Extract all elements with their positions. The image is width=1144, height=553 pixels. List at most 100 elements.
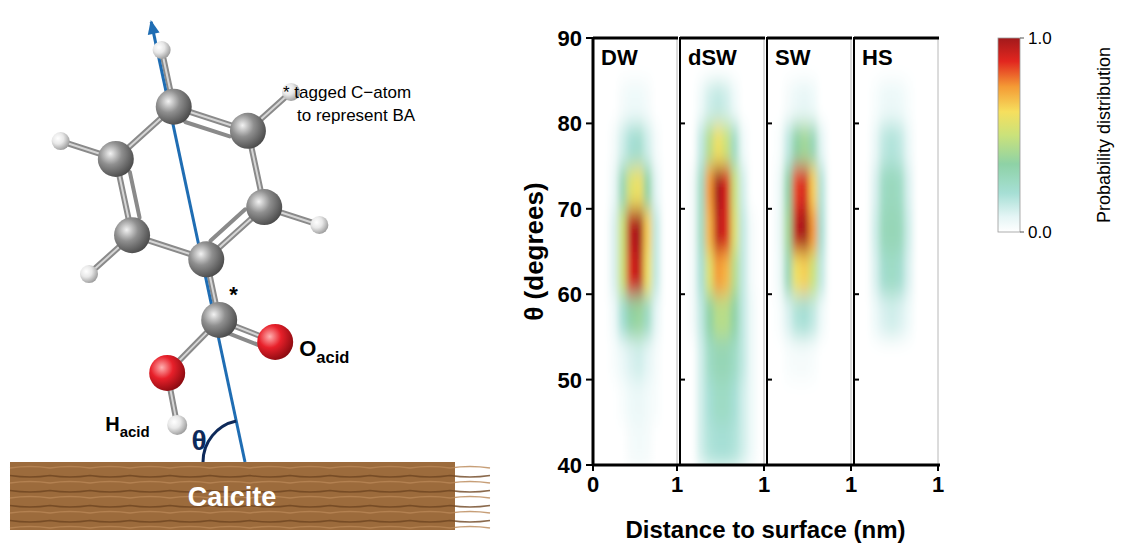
heat-cell [862,209,871,252]
heat-cell [879,294,888,337]
heat-cell [618,252,627,295]
heat-cell [930,337,938,380]
atom-label-main: O [299,336,316,361]
heat-cell [722,123,731,166]
heat-cell [697,166,706,209]
panel-right-edge [764,38,765,465]
heat-cell [714,123,723,166]
heat-cell [660,123,669,166]
heat-cell [618,380,627,423]
heat-cell [722,337,731,380]
heat-cell [775,294,784,337]
heat-cell [730,337,739,380]
heat-cell [627,380,636,423]
colorbar-tick [1020,38,1024,39]
heat-cell [913,38,922,81]
heat-cell [697,380,706,423]
heat-cell [826,81,835,124]
hydrogen-atom [52,132,70,150]
heat-cell [601,166,610,209]
heat-cell [747,294,756,337]
heat-cell [896,252,905,295]
y-tick [854,293,859,295]
heat-cell [688,166,697,209]
heat-cell [697,123,706,166]
carbon-atom [188,241,224,277]
heat-cell [747,422,756,465]
heat-cell [834,123,843,166]
heat-cells [767,38,851,465]
heat-cell [834,209,843,252]
heat-cell [854,81,863,124]
plot-area [854,38,938,465]
heat-cell [767,422,776,465]
heat-cell [930,380,938,423]
x-tick [592,465,594,471]
heat-cell [601,337,610,380]
y-tick [586,122,593,124]
heat-cell [739,337,748,380]
heat-cell [904,422,913,465]
heat-cell [862,123,871,166]
heat-cell [643,337,652,380]
heat-cell [817,81,826,124]
heat-cell [618,337,627,380]
heat-cell [618,166,627,209]
y-tick-label: 70 [558,197,582,222]
heat-cell [635,337,644,380]
heat-cell [688,81,697,124]
heat-cell [888,123,897,166]
heat-cell [730,422,739,465]
heat-cell [879,252,888,295]
heat-cell [730,252,739,295]
heat-cell [801,123,810,166]
heat-cell [643,294,652,337]
y-tick [586,293,593,295]
heat-cell [739,380,748,423]
wood-grain [10,467,490,469]
heat-cell [913,252,922,295]
heat-cell [680,252,689,295]
heat-cell [801,294,810,337]
heat-cell [809,380,818,423]
heat-cell [705,166,714,209]
heat-cell [652,81,661,124]
y-tick-label: 40 [558,453,582,478]
surface-label: Calcite [188,482,277,512]
heat-cell [643,252,652,295]
heat-cell [618,294,627,337]
heat-cell [643,166,652,209]
heat-cell [817,294,826,337]
heat-cell [660,38,669,81]
heat-cell [610,294,619,337]
y-tick [854,464,859,466]
atom-label-sub: acid [316,348,349,366]
heat-cell [834,166,843,209]
heat-cell [643,81,652,124]
heat-cell [843,38,851,81]
atom-label: Hacid [105,413,149,440]
heat-cell [871,166,880,209]
heat-cell [809,81,818,124]
heat-cell [697,252,706,295]
heat-cell [784,166,793,209]
colorbar-tick [1020,232,1024,233]
carbon-atom [114,217,150,253]
panel-top-edge [854,37,939,40]
heat-cell [843,337,851,380]
heat-cell [921,294,930,337]
heat-cell [817,123,826,166]
heat-cell [669,209,677,252]
carbon-atom [230,113,266,149]
heat-cell [669,166,677,209]
y-tick-label: 90 [558,26,582,51]
heat-cell [739,209,748,252]
heat-cell [862,422,871,465]
heat-cell [921,422,930,465]
heat-cell [904,380,913,423]
heat-cell [843,422,851,465]
heat-cell [660,380,669,423]
heat-cell [775,380,784,423]
carbon-atom [246,189,282,225]
heat-cell [669,38,677,81]
